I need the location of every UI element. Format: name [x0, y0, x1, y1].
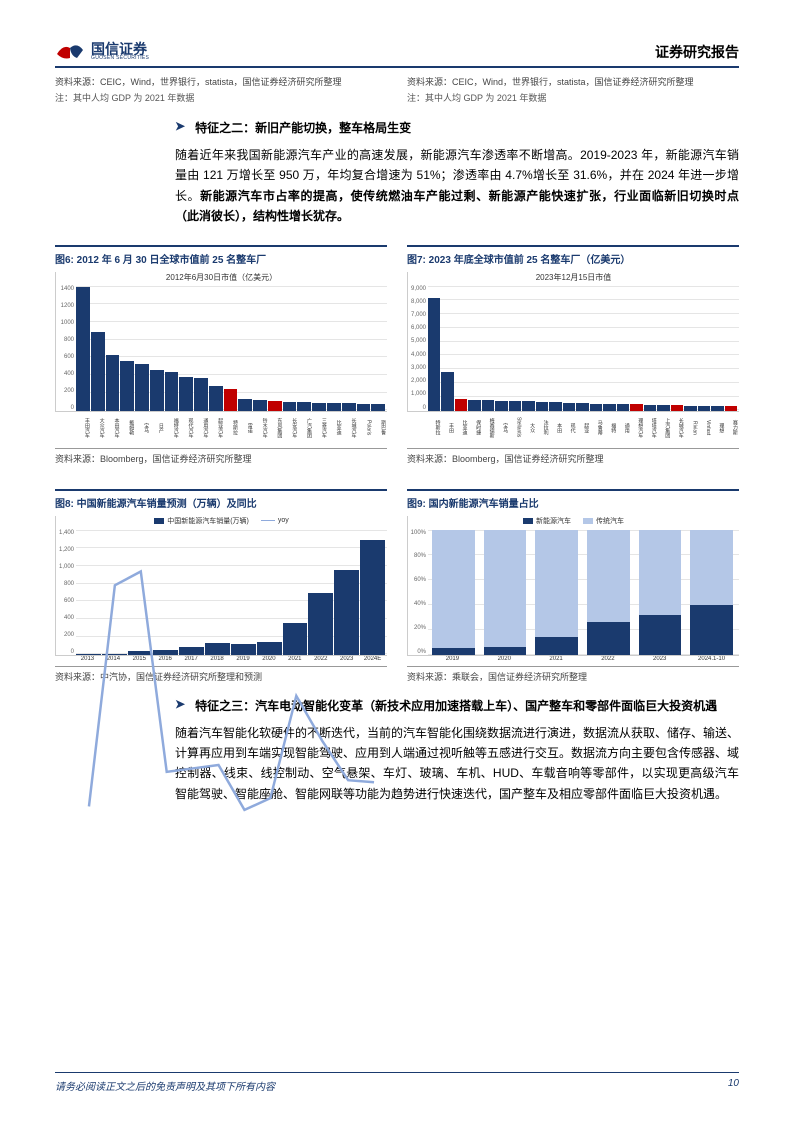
page-header: 国信证券 GUOSEN SECURITIES 证券研究报告 [55, 40, 739, 68]
doc-type: 证券研究报告 [655, 42, 739, 62]
chart-8: 中国新能源汽车销量(万辆) yoy 1,4001,2001,0008006004… [55, 516, 387, 656]
section-2-paragraph: 随着近年来我国新能源汽车产业的高速发展，新能源汽车渗透率不断增高。2019-20… [175, 145, 739, 227]
note-text: 注：其中人均 GDP 为 2021 年数据 [55, 92, 387, 106]
figure-6: 图6: 2012 年 6 月 30 日全球市值前 25 名整车厂 2012年6月… [55, 245, 387, 465]
chart-9-legend: 新能源汽车 传统汽车 [408, 516, 739, 526]
note-text: 注：其中人均 GDP 为 2021 年数据 [407, 92, 739, 106]
logo-icon [55, 40, 85, 62]
figure-9: 图9: 国内新能源汽车销量占比 新能源汽车 传统汽车 100%80%60%40%… [407, 489, 739, 683]
logo: 国信证券 GUOSEN SECURITIES [55, 40, 149, 62]
section-3-paragraph: 随着汽车智能化软硬件的不断迭代，当前的汽车智能化围绕数据流进行演进，数据流从获取… [175, 723, 739, 805]
page-footer: 请务必阅读正文之后的免责声明及其项下所有内容 10 [55, 1072, 739, 1093]
figure-8: 图8: 中国新能源汽车销量预测（万辆）及同比 中国新能源汽车销量(万辆) yoy… [55, 489, 387, 683]
arrow-icon: ➤ [175, 697, 185, 711]
chart-7: 2023年12月15日市值 9,0008,0007,0006,0005,0004… [407, 272, 739, 412]
chart-6: 2012年6月30日市值（亿美元） 1400120010008006004002… [55, 272, 387, 412]
arrow-icon: ➤ [175, 119, 185, 133]
chart-8-legend: 中国新能源汽车销量(万辆) yoy [56, 516, 387, 526]
figure-7: 图7: 2023 年底全球市值前 25 名整车厂（亿美元） 2023年12月15… [407, 245, 739, 465]
logo-text-cn: 国信证券 [91, 42, 149, 56]
section-3-heading: ➤ 特征之三：汽车电动智能化变革（新技术应用加速搭载上车）、国产整车和零部件面临… [175, 697, 739, 715]
chart-9: 新能源汽车 传统汽车 100%80%60%40%20%0% [407, 516, 739, 656]
logo-text-en: GUOSEN SECURITIES [91, 56, 149, 61]
source-text: 资料来源：CEIC，Wind，世界银行，statista，国信证券经济研究所整理 [55, 76, 387, 90]
source-text: 资料来源：CEIC，Wind，世界银行，statista，国信证券经济研究所整理 [407, 76, 739, 90]
top-sources-row: 资料来源：CEIC，Wind，世界银行，statista，国信证券经济研究所整理… [55, 76, 739, 105]
page-number: 10 [728, 1078, 739, 1093]
disclaimer-text: 请务必阅读正文之后的免责声明及其项下所有内容 [55, 1078, 275, 1093]
section-2-heading: ➤ 特征之二：新旧产能切换，整车格局生变 [175, 119, 739, 137]
